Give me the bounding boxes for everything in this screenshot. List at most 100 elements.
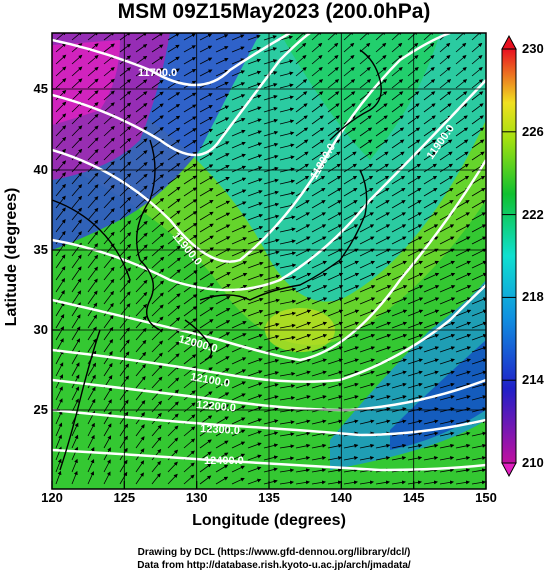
wind-arrow bbox=[295, 346, 312, 353]
wind-arrow bbox=[151, 68, 164, 77]
wind-arrow bbox=[295, 297, 312, 305]
wind-arrow bbox=[167, 151, 181, 161]
wind-arrow bbox=[407, 334, 424, 341]
wind-arrow bbox=[391, 115, 404, 125]
wind-arrow bbox=[359, 334, 376, 341]
wind-arrow bbox=[135, 267, 148, 281]
wind-arrow bbox=[55, 219, 66, 233]
wind-arrow bbox=[199, 140, 214, 149]
y-tick-label: 45 bbox=[33, 81, 48, 96]
wind-arrow bbox=[199, 211, 214, 221]
wind-arrow bbox=[167, 198, 181, 209]
wind-arrow bbox=[87, 362, 97, 377]
wind-arrow bbox=[135, 91, 148, 101]
wind-arrow bbox=[391, 224, 407, 233]
wind-arrow bbox=[439, 285, 456, 293]
wind-arrow bbox=[183, 402, 196, 413]
wind-arrow bbox=[359, 321, 376, 329]
wind-arrow bbox=[183, 270, 198, 281]
wind-arrow bbox=[87, 54, 99, 65]
wind-arrow bbox=[151, 233, 165, 245]
wind-arrow bbox=[439, 200, 454, 209]
wind-arrow bbox=[311, 321, 328, 329]
wind-arrow bbox=[295, 285, 312, 293]
wind-arrow bbox=[215, 212, 231, 221]
wind-arrow bbox=[151, 56, 164, 65]
wind-arrow bbox=[407, 309, 424, 317]
wind-arrow bbox=[199, 116, 213, 125]
axis-ticks bbox=[51, 88, 487, 489]
wind-arrow bbox=[151, 304, 164, 317]
wind-arrow bbox=[343, 468, 359, 473]
wind-arrow bbox=[151, 364, 163, 377]
wind-arrow bbox=[455, 224, 471, 233]
wind-arrow bbox=[455, 79, 468, 89]
wind-arrow bbox=[135, 279, 148, 293]
wind-arrow bbox=[343, 54, 355, 65]
wind-arrow bbox=[343, 79, 356, 89]
wind-arrow bbox=[231, 381, 247, 389]
wind-arrow bbox=[119, 267, 132, 281]
wind-arrow bbox=[343, 480, 358, 485]
wind-arrow bbox=[407, 224, 423, 233]
wind-arrow bbox=[343, 260, 360, 269]
wind-arrow bbox=[327, 334, 344, 341]
wind-arrow bbox=[471, 212, 486, 221]
wind-arrow bbox=[247, 106, 262, 113]
wind-arrow bbox=[151, 340, 164, 353]
wind-arrow bbox=[119, 43, 131, 53]
wind-arrow bbox=[455, 260, 472, 269]
wind-arrow bbox=[455, 127, 469, 137]
wind-arrow bbox=[391, 151, 405, 161]
wind-arrow bbox=[263, 286, 281, 293]
wind-arrow bbox=[295, 309, 312, 317]
wind-arrow bbox=[455, 139, 469, 149]
wind-arrow bbox=[343, 103, 356, 113]
colorbar-tick-label: 214 bbox=[522, 372, 544, 388]
wind-arrow bbox=[167, 437, 179, 449]
wind-arrow bbox=[135, 315, 147, 329]
wind-arrow bbox=[391, 370, 407, 377]
wind-arrow bbox=[183, 175, 197, 185]
wind-arrow bbox=[55, 362, 64, 377]
wind-arrow bbox=[71, 386, 79, 401]
wind-arrow bbox=[423, 419, 439, 425]
wind-arrow bbox=[199, 235, 214, 245]
wind-arrow bbox=[455, 468, 471, 473]
wind-arrow bbox=[295, 91, 308, 101]
wind-arrow bbox=[327, 419, 343, 425]
wind-arrow bbox=[183, 128, 197, 137]
wind-arrow bbox=[55, 458, 62, 473]
wind-arrow bbox=[199, 57, 213, 65]
wind-arrow bbox=[151, 460, 162, 473]
wind-arrow bbox=[439, 103, 452, 113]
wind-arrow bbox=[167, 233, 181, 245]
wind-arrow bbox=[103, 326, 114, 341]
wind-arrow bbox=[311, 334, 328, 341]
wind-arrow bbox=[279, 420, 295, 425]
wind-arrow bbox=[263, 83, 278, 89]
wind-arrow bbox=[295, 236, 311, 245]
wind-arrow bbox=[439, 42, 451, 53]
wind-arrow bbox=[375, 272, 392, 281]
wind-arrow bbox=[359, 66, 371, 77]
wind-arrow bbox=[231, 129, 246, 137]
wind-arrow bbox=[295, 456, 311, 461]
wind-arrow bbox=[343, 187, 358, 197]
wind-arrow bbox=[423, 456, 439, 461]
wind-arrow bbox=[471, 127, 485, 137]
wind-arrow bbox=[135, 55, 148, 65]
wind-arrow bbox=[263, 359, 280, 365]
colorbar-tick-label: 210 bbox=[522, 455, 544, 470]
wind-arrow bbox=[375, 395, 391, 401]
wind-arrow bbox=[215, 476, 229, 485]
wind-arrow bbox=[215, 452, 229, 461]
wind-arrow bbox=[119, 149, 132, 161]
wind-arrow bbox=[471, 272, 486, 281]
wind-arrow bbox=[183, 294, 198, 305]
wind-arrow bbox=[327, 79, 340, 89]
wind-arrow bbox=[55, 78, 67, 89]
wind-arrow bbox=[167, 269, 181, 281]
wind-arrow bbox=[247, 58, 262, 65]
wind-arrow bbox=[183, 246, 198, 257]
